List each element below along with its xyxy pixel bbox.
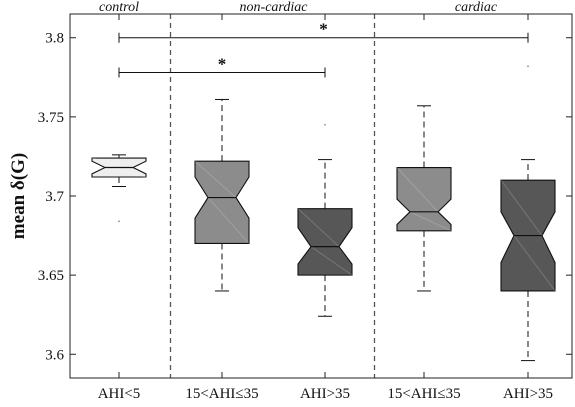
box-4 — [396, 105, 452, 292]
group-label: control — [99, 0, 139, 15]
outlier-point — [324, 123, 326, 126]
box-facet — [297, 208, 340, 248]
x-tick-label: AHI<5 — [98, 386, 141, 402]
plot-frame — [69, 13, 573, 379]
outlier-point — [527, 65, 529, 68]
x-tick-label: AHI>35 — [300, 386, 350, 402]
box-facet — [104, 167, 147, 178]
box-facet — [310, 246, 353, 276]
y-tick-label: 3.6 — [45, 347, 64, 363]
outlier-point — [118, 220, 120, 223]
box-facet — [409, 211, 452, 232]
axes — [69, 13, 573, 379]
y-tick-label: 3.8 — [45, 31, 64, 47]
box-facet — [396, 167, 439, 213]
group-label: cardiac — [455, 0, 498, 15]
x-tick-label: AHI>35 — [503, 386, 553, 402]
box-2 — [194, 98, 250, 292]
box-1 — [91, 154, 147, 223]
significance-layer: ** — [118, 20, 529, 78]
label-layer: 3.6 3.65 3.7 3.75 3.8 AHI<5 15<AHI≤35 AHI>35 15<… — [38, 0, 553, 402]
significance-bracket-2: * — [118, 55, 326, 78]
box-facet — [194, 160, 237, 198]
significance-bracket-1: * — [118, 20, 529, 43]
box-facet — [207, 197, 250, 244]
x-tick-label: 15<AHI≤35 — [185, 386, 258, 402]
box-facet — [500, 179, 543, 236]
significance-star: * — [319, 20, 328, 39]
box-facet — [91, 157, 134, 169]
box-facet — [513, 235, 556, 292]
y-tick-label: 3.65 — [38, 268, 64, 284]
y-tick-label: 3.75 — [38, 110, 64, 126]
box-layer — [91, 65, 556, 362]
x-tick-label: 15<AHI≤35 — [387, 386, 460, 402]
separator-layer — [169, 14, 376, 378]
notched-box — [396, 166, 452, 232]
box-5 — [500, 65, 556, 362]
group-label: non-cardiac — [240, 0, 309, 15]
notched-box — [194, 160, 250, 245]
notched-box — [297, 208, 353, 276]
y-axis-label: mean δ(G) — [8, 153, 29, 239]
y-tick-label: 3.7 — [45, 189, 64, 205]
significance-star: * — [218, 55, 227, 74]
box-3 — [297, 123, 353, 317]
